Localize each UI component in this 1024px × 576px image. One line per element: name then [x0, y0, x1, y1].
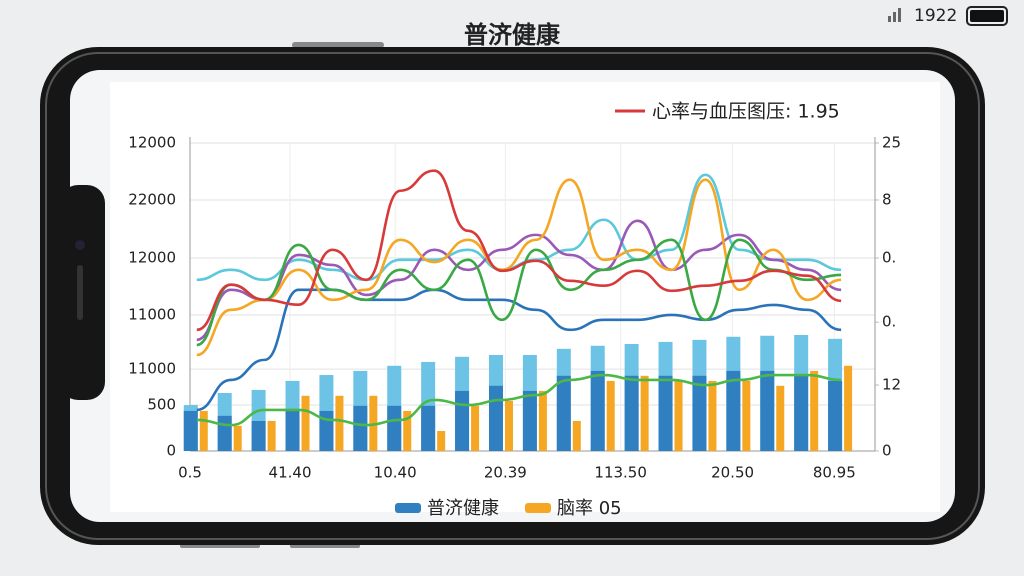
- bar: [183, 410, 198, 451]
- bar: [708, 380, 717, 451]
- bar: [335, 395, 344, 451]
- bar: [403, 410, 412, 451]
- x-tick-label: 20.39: [484, 464, 527, 482]
- y-tick-label: 500: [147, 396, 176, 414]
- battery-level: [970, 10, 1004, 22]
- bar: [488, 385, 503, 451]
- line: [196, 219, 842, 342]
- signal-bar: [888, 16, 891, 22]
- bar: [437, 430, 446, 451]
- bar: [199, 410, 208, 451]
- bar: [640, 375, 649, 451]
- legend-swatch: [395, 503, 421, 513]
- bar: [455, 390, 470, 451]
- x-tick-label: 113.50: [594, 464, 647, 482]
- y-tick-label: 12000: [128, 134, 176, 152]
- x-tick-label: 0.5: [178, 464, 202, 482]
- phone-bezel: [45, 52, 980, 540]
- bar: [726, 370, 741, 451]
- speaker: [77, 265, 83, 320]
- status-time: 1922: [914, 6, 957, 26]
- bar: [674, 380, 683, 451]
- bar: [742, 380, 751, 451]
- bar: [760, 370, 775, 451]
- y-tick-label: 22000: [128, 190, 176, 208]
- bar: [251, 420, 266, 451]
- y2-tick-label: 12: [882, 376, 901, 394]
- bar: [522, 390, 537, 451]
- bar: [233, 425, 242, 451]
- status-bar: 1922: [888, 6, 1008, 26]
- bar: [794, 375, 809, 451]
- bar: [353, 405, 368, 451]
- bar: [387, 405, 402, 451]
- y-tick-label: 12000: [128, 248, 176, 266]
- bar: [692, 375, 707, 451]
- bar: [217, 415, 232, 451]
- bar: [658, 375, 673, 451]
- bar: [624, 375, 639, 451]
- camera: [75, 240, 85, 250]
- bar: [556, 375, 571, 451]
- legend-label: 心率与血压图压: 1.95: [652, 101, 840, 123]
- legend-label: 脑率 05: [557, 498, 622, 519]
- bar: [421, 405, 436, 451]
- bar: [844, 365, 853, 451]
- y-tick-label: 11000: [128, 305, 176, 323]
- line: [196, 169, 842, 332]
- bar: [606, 380, 615, 451]
- bar: [828, 380, 843, 451]
- bar: [471, 405, 480, 451]
- x-tick-label: 41.40: [269, 464, 312, 482]
- bar: [538, 390, 547, 451]
- bar: [285, 410, 300, 451]
- x-tick-label: 80.95: [813, 464, 856, 482]
- y-tick-label: 11000: [128, 360, 176, 378]
- signal-bar: [898, 8, 901, 22]
- bar: [776, 385, 785, 451]
- x-tick-label: 10.40: [374, 464, 417, 482]
- line: [196, 238, 842, 347]
- battery: [966, 6, 1008, 26]
- phone-button: [292, 42, 384, 48]
- line: [196, 178, 842, 357]
- line: [196, 373, 842, 427]
- bar: [590, 370, 605, 451]
- app-title: 普济健康: [464, 21, 561, 49]
- signal-bar: [893, 12, 896, 22]
- y2-tick-label: 25: [882, 134, 901, 152]
- y2-tick-label: 8: [882, 190, 892, 208]
- x-tick-label: 20.50: [711, 464, 754, 482]
- bar: [267, 420, 276, 451]
- bar: [572, 420, 581, 451]
- y2-tick-label: 0.: [882, 313, 896, 331]
- y2-tick-label: 0: [882, 442, 892, 460]
- bar: [810, 370, 819, 451]
- y-tick-label: 0: [166, 442, 176, 460]
- bar: [301, 395, 310, 451]
- legend-swatch: [525, 503, 551, 513]
- bar: [504, 400, 513, 451]
- y2-tick-label: 0.: [882, 248, 896, 266]
- legend-label: 普济健康: [427, 498, 499, 519]
